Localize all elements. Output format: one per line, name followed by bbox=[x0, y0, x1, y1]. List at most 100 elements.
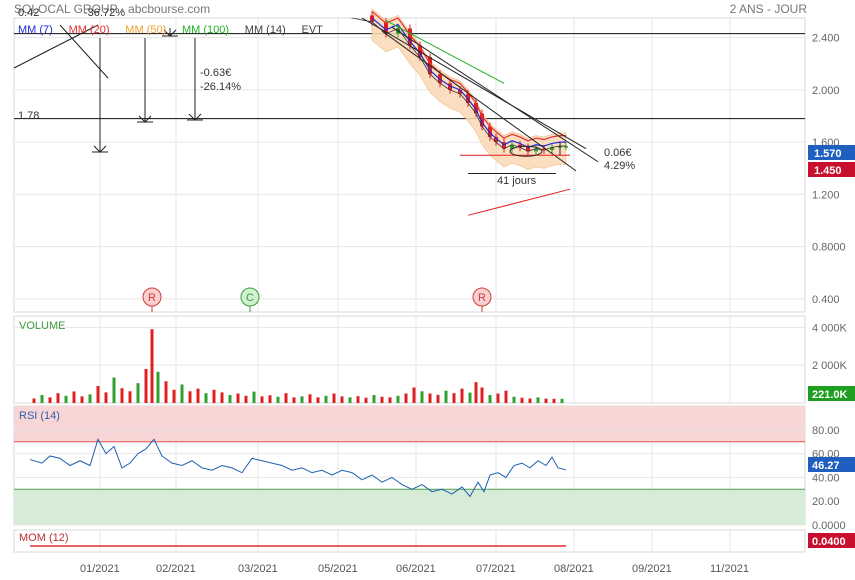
price-plot bbox=[13, 8, 805, 216]
volume-bar bbox=[504, 390, 508, 403]
measure-arrow bbox=[187, 113, 203, 121]
volume-bar bbox=[536, 397, 540, 403]
volume-bar bbox=[244, 395, 248, 403]
volume-bar bbox=[364, 397, 368, 403]
candle-body bbox=[408, 28, 412, 46]
volume-bar bbox=[284, 393, 288, 403]
volume-bar bbox=[292, 397, 296, 403]
last-price-badge bbox=[808, 145, 855, 160]
volume-bar bbox=[388, 397, 392, 403]
volume-bar bbox=[136, 383, 140, 403]
volume-bar bbox=[164, 381, 168, 403]
volume-bar bbox=[340, 396, 344, 403]
x-tick-label: 11/2021 bbox=[710, 563, 749, 575]
price-tick-label: 0.400 bbox=[812, 294, 840, 306]
annotation-top-left-b: -36.72% bbox=[84, 7, 125, 19]
x-tick-label: 03/2021 bbox=[238, 563, 278, 575]
x-tick-label: 08/2021 bbox=[554, 563, 594, 575]
x-tick-label: 01/2021 bbox=[80, 563, 120, 575]
ref-price-value: 1.450 bbox=[814, 165, 842, 177]
volume-bar bbox=[528, 398, 532, 403]
volume-bar bbox=[112, 377, 116, 403]
measure-arrow bbox=[137, 115, 153, 123]
legend-item: MM (100) bbox=[182, 24, 229, 36]
x-tick-label: 07/2021 bbox=[476, 563, 516, 575]
last-price-value: 1.570 bbox=[814, 148, 842, 160]
volume-bar bbox=[468, 392, 472, 403]
rsi-last-value: 46.27 bbox=[812, 460, 840, 472]
volume-bar bbox=[480, 387, 484, 403]
volume-bar bbox=[452, 393, 456, 403]
volume-bar bbox=[520, 397, 524, 403]
volume-bar bbox=[460, 388, 464, 403]
candle-body bbox=[458, 89, 462, 94]
annotation-drop-pct: -26.14% bbox=[200, 81, 241, 93]
volume-bar bbox=[436, 394, 440, 403]
mom-badge bbox=[808, 533, 855, 548]
rsi-title: RSI (14) bbox=[19, 410, 60, 422]
candle-body bbox=[526, 147, 530, 152]
volume-badge bbox=[808, 386, 855, 401]
volume-bar bbox=[420, 391, 424, 403]
volume-bar bbox=[488, 395, 492, 403]
candle-body bbox=[480, 113, 484, 127]
candle-body bbox=[448, 83, 452, 90]
volume-bar bbox=[300, 396, 304, 403]
volume-bar bbox=[560, 398, 564, 403]
trendline-1 bbox=[361, 17, 587, 150]
volume-bar bbox=[212, 389, 216, 403]
volume-tick-label: 4 000K bbox=[812, 322, 848, 334]
volume-bar bbox=[412, 387, 416, 403]
price-tick-label: 0.8000 bbox=[812, 242, 846, 254]
volume-bar bbox=[172, 389, 176, 403]
rsi-line bbox=[29, 438, 567, 498]
volume-bar bbox=[260, 396, 264, 403]
volume-plot bbox=[32, 329, 564, 403]
volume-bar bbox=[396, 395, 400, 403]
rsi-tick-label: 20.00 bbox=[812, 496, 840, 508]
candle-body bbox=[494, 136, 498, 143]
candle-body bbox=[488, 126, 492, 137]
rsi-badge bbox=[808, 457, 855, 472]
legend-item: MM (7) bbox=[18, 24, 53, 36]
legend-item: MM (20) bbox=[69, 24, 110, 36]
candle-body bbox=[534, 148, 538, 152]
volume-bar bbox=[48, 397, 52, 403]
mom-title: MOM (12) bbox=[19, 532, 69, 544]
rsi-oversold-zone bbox=[14, 489, 805, 525]
volume-bar bbox=[80, 396, 84, 403]
volume-grid bbox=[13, 315, 806, 404]
volume-bar bbox=[474, 382, 478, 403]
rsi-tick-label: 40.00 bbox=[812, 472, 840, 484]
volume-bar bbox=[268, 395, 272, 403]
event-marker-letter: C bbox=[246, 292, 254, 304]
volume-bar bbox=[252, 391, 256, 403]
volume-bar bbox=[32, 398, 36, 403]
ma100-line bbox=[385, 20, 505, 84]
price-tick-label: 2.400 bbox=[812, 33, 840, 45]
mom-last-value: 0.0400 bbox=[812, 536, 846, 548]
volume-bar bbox=[496, 393, 500, 403]
volume-bar bbox=[276, 396, 280, 403]
mom-grid bbox=[13, 529, 806, 553]
candle-body bbox=[564, 146, 568, 148]
projection-line bbox=[467, 188, 571, 216]
volume-bar bbox=[196, 388, 200, 403]
trendline-2 bbox=[391, 26, 599, 163]
rsi-tick-label: 0.0000 bbox=[812, 520, 846, 532]
x-tick-label: 02/2021 bbox=[156, 563, 196, 575]
volume-bar bbox=[104, 392, 108, 403]
annotation-drop-value: -0.63€ bbox=[200, 67, 231, 79]
volume-bar bbox=[120, 388, 124, 403]
volume-bar bbox=[404, 393, 408, 403]
candle-body bbox=[542, 148, 546, 151]
panel-frame bbox=[13, 17, 806, 313]
volume-bar bbox=[512, 396, 516, 403]
trendline-3 bbox=[381, 30, 577, 172]
volume-bar bbox=[96, 385, 100, 403]
volume-bar bbox=[308, 394, 312, 403]
volume-bar bbox=[332, 393, 336, 403]
